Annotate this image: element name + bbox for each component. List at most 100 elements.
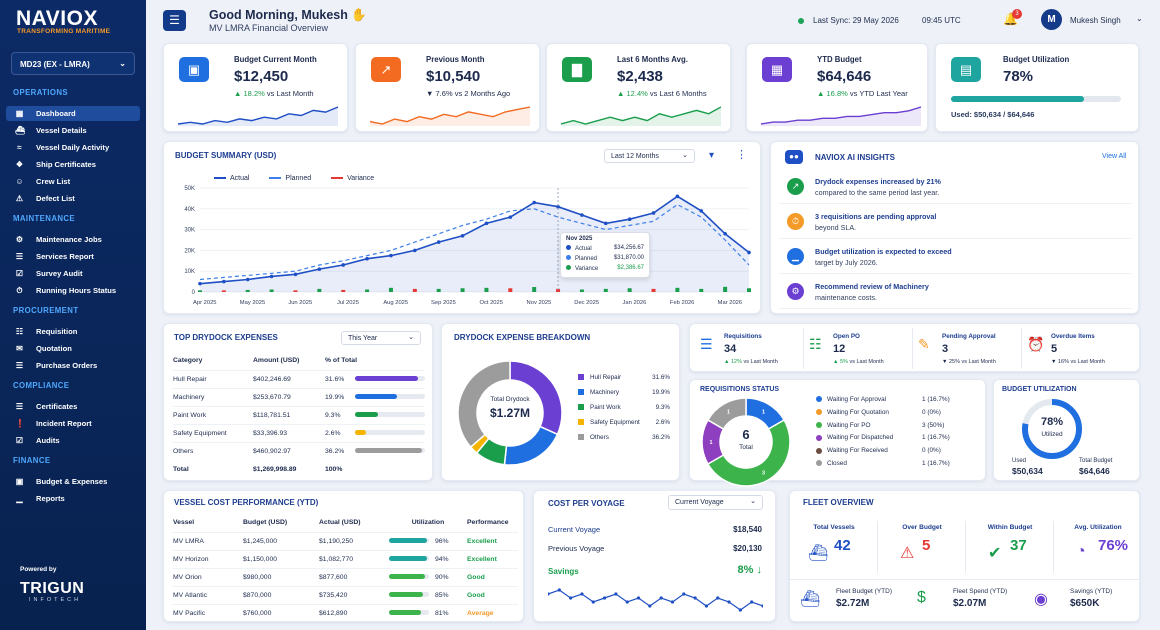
- fleet-stat[interactable]: Over Budget ⚠ 5: [878, 521, 966, 573]
- variance-bar: [651, 288, 656, 292]
- vessel-performance-table: Vessel Budget (USD) Actual (USD) Utiliza…: [173, 514, 518, 622]
- budget-cell: $1,245,000: [243, 537, 278, 545]
- actual-point: [603, 221, 608, 226]
- legend-label: Waiting For Approval: [827, 396, 887, 403]
- vessel-cell: MV LMRA: [173, 537, 204, 545]
- kpi-trend: ▲ 16.8% vs YTD Last Year: [817, 89, 908, 98]
- x-tick-label: Jan 2026: [622, 300, 646, 306]
- variance-bar: [388, 287, 393, 292]
- slice-label: 1: [709, 440, 712, 446]
- insight-item[interactable]: ▁ Budget utilization is expected to excee…: [779, 242, 1131, 274]
- more-options-icon[interactable]: ⋮: [736, 149, 747, 161]
- mini-kpi[interactable]: ☷ Open PO 12 ▲ 5% vs Last Month: [809, 328, 913, 369]
- sidebar-item-incident-report[interactable]: ❗ Incident Report: [6, 416, 140, 431]
- table-row[interactable]: Hull Repair $402,246.69 31.6%: [173, 370, 425, 388]
- insight-item[interactable]: ↗ Drydock expenses increased by 21% compar…: [779, 172, 1131, 204]
- voyage-select[interactable]: Current Voyage ⌄: [668, 495, 763, 510]
- variance-bar: [412, 288, 417, 292]
- total-budget-value: $64,646: [1079, 466, 1110, 476]
- mini-kpi-percent: 12%: [730, 359, 742, 365]
- table-row[interactable]: MV Atlantic $870,000 $735,420 85% Good: [173, 586, 518, 604]
- insight-text: Recommend review of Machinery: [815, 282, 929, 291]
- mini-kpi[interactable]: ☰ Requisitions 34 ▲ 12% vs Last Month: [700, 328, 804, 369]
- sidebar-item-audits[interactable]: ☑ Audits: [6, 433, 140, 448]
- sidebar-item-certificates[interactable]: ☰ Certificates: [6, 399, 140, 414]
- sidebar-item-budget-expenses[interactable]: ▣ Budget & Expenses: [6, 474, 140, 489]
- sidebar-item-survey-audit[interactable]: ☑ Survey Audit: [6, 266, 140, 281]
- brand-logo[interactable]: NAVIOX: [16, 7, 98, 30]
- insight-item[interactable]: ⏱ 3 requisitions are pending approval beyo…: [779, 207, 1131, 239]
- fleet-summary-label: Fleet Spend (YTD): [953, 588, 1008, 595]
- filter-icon[interactable]: ▾: [709, 150, 715, 161]
- utilization-gauge: [1022, 399, 1082, 459]
- utilization-bar-fill: [389, 555, 427, 561]
- sidebar-item-label: Reports: [36, 494, 65, 503]
- requisitions-donut-chart[interactable]: 1 3 1 1: [698, 394, 794, 490]
- table-row[interactable]: Paint Work $118,781.51 9.3%: [173, 406, 425, 424]
- variance-bar: [579, 289, 584, 292]
- sidebar-item-services-report[interactable]: ☰ Services Report: [6, 249, 140, 264]
- sidebar-item-label: Running Hours Status: [36, 286, 117, 295]
- drydock-donut-chart[interactable]: [445, 348, 575, 478]
- sidebar-item-label: Incident Report: [36, 419, 92, 428]
- fleet-stat-label: Within Budget: [987, 524, 1033, 531]
- mini-kpi[interactable]: ⏰ Overdue Items 5 ▼ 16% vs Last Month: [1027, 328, 1131, 369]
- fleet-stat[interactable]: Within Budget ✔ 37: [966, 521, 1054, 573]
- mini-kpi-value: 12: [833, 343, 846, 355]
- table-row[interactable]: MV LMRA $1,245,000 $1,190,250 96% Excellent: [173, 532, 518, 550]
- actual-cell: $1,190,250: [319, 537, 354, 545]
- total-amount: $1,269,998.89: [253, 465, 297, 473]
- user-name[interactable]: Mukesh Singh: [1070, 16, 1121, 25]
- sidebar-item-reports[interactable]: ▁ Reports: [6, 491, 140, 506]
- actual-cell: $877,600: [319, 573, 348, 581]
- period-select[interactable]: This Year ⌄: [341, 331, 421, 345]
- actual-point: [245, 277, 250, 282]
- legend-swatch: [578, 434, 584, 441]
- column-header: Utilization: [411, 519, 445, 527]
- table-row[interactable]: MV Orion $980,000 $877,600 90% Good: [173, 568, 518, 586]
- mini-kpi[interactable]: ✎ Pending Approval 3 ▼ 25% vs Last Month: [918, 328, 1022, 369]
- budget-line-chart[interactable]: 0 10K 20K 30K 40K 50K Apr 2025 May 2025 Jun 2025…: [164, 180, 760, 315]
- fleet-stat[interactable]: Total Vessels ⛴ 42: [790, 521, 878, 573]
- table-row[interactable]: Safety Equipment $33,396.93 2.6%: [173, 424, 425, 442]
- legend-item: Safety Equipment 2.6%: [578, 419, 670, 434]
- sidebar-item-dashboard[interactable]: ▦ Dashboard: [6, 106, 140, 121]
- used-label: Used: [1012, 458, 1027, 464]
- y-tick-label: 0: [192, 290, 196, 296]
- sidebar-item-maintenance-jobs[interactable]: ⚙ Maintenance Jobs: [6, 232, 140, 247]
- menu-toggle-button[interactable]: ☰: [163, 10, 186, 31]
- sidebar-item-quotation[interactable]: ✉ Quotation: [6, 341, 140, 356]
- legend-item: Machinery 19.9%: [578, 389, 670, 404]
- report-icon: ☰: [15, 252, 24, 261]
- sparkline-point: [716, 596, 720, 600]
- mini-kpi-trend: ▲ 5% vs Last Month: [833, 359, 884, 365]
- sidebar-item-label: Certificates: [36, 402, 78, 411]
- table-row[interactable]: Machinery $253,670.79 19.9%: [173, 388, 425, 406]
- table-row[interactable]: MV Pacific $760,000 $612,890 81% Average: [173, 604, 518, 622]
- sidebar-item-running-hours-status[interactable]: ⏱ Running Hours Status: [6, 283, 140, 298]
- gear-icon: ⚙: [15, 235, 24, 244]
- sidebar-item-vessel-daily-activity[interactable]: ≈ Vessel Daily Activity: [6, 140, 140, 155]
- variance-bar: [556, 288, 561, 292]
- sidebar-item-defect-list[interactable]: ⚠ Defect List: [6, 191, 140, 206]
- kpi-card: ↗ Previous Month $10,540 ▼ 7.6% vs 2 Months…: [355, 43, 540, 132]
- sidebar-item-purchase-orders[interactable]: ☰ Purchase Orders: [6, 358, 140, 373]
- table-row[interactable]: Others $460,902.97 36.2%: [173, 442, 425, 460]
- sidebar-item-requisition[interactable]: ☷ Requisition: [6, 324, 140, 339]
- kpi-sparkline: [761, 106, 921, 126]
- sidebar-item-vessel-details[interactable]: ⛴ Vessel Details: [6, 123, 140, 138]
- view-all-link[interactable]: View All: [1102, 153, 1127, 160]
- fleet-stat[interactable]: Avg. Utilization ◔ 76%: [1054, 521, 1142, 573]
- insight-item[interactable]: ⚙ Recommend review of Machinery maintenanc…: [779, 277, 1131, 309]
- chevron-down-icon[interactable]: ⌄: [1136, 14, 1143, 23]
- vessel-select[interactable]: MD23 (EX - LMRA) ⌄: [11, 52, 135, 75]
- legend-dot: [816, 447, 822, 454]
- table-row[interactable]: MV Horizon $1,150,000 $1,082,770 94% Excelle…: [173, 550, 518, 568]
- y-tick-label: 10K: [184, 269, 195, 275]
- arrow-down-icon: ▼: [942, 359, 949, 365]
- sidebar-item-crew-list[interactable]: ☺ Crew List: [6, 174, 140, 189]
- sidebar-item-ship-certificates[interactable]: ❖ Ship Certificates: [6, 157, 140, 172]
- range-select[interactable]: Last 12 Months ⌄: [604, 149, 695, 163]
- chevron-down-icon: ⌄: [119, 59, 126, 68]
- avatar[interactable]: M: [1041, 9, 1062, 30]
